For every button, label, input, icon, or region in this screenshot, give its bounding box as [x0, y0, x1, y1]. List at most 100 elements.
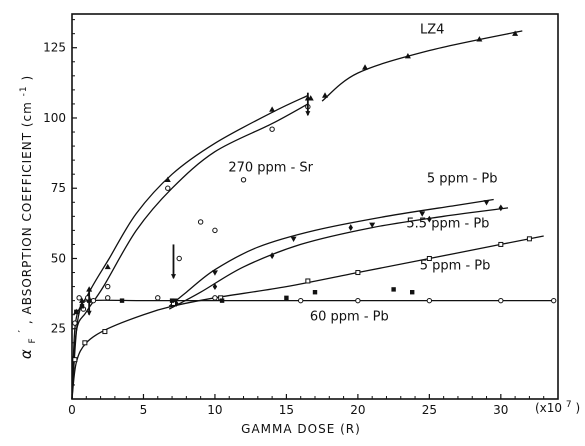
point-5-5-ppm-pb	[498, 204, 504, 212]
y-title-alpha: α	[17, 348, 35, 359]
x-axis-title: GAMMA DOSE (R)	[241, 422, 361, 436]
curve-5-ppm-pb	[168, 198, 494, 307]
arrow-head	[170, 274, 176, 280]
point-5-5-ppm-pb	[269, 252, 275, 260]
x-axis-multiplier: (x10 7 )	[535, 396, 580, 415]
series-points	[72, 30, 557, 363]
y-axis-title: α F ′ , ABSORPTION COEFFICIENT (cm -1 )	[15, 75, 38, 359]
series-label-lz4: LZ4	[420, 23, 444, 38]
y-title-prime: ′	[16, 329, 29, 333]
point-lz4	[476, 36, 483, 42]
point-5-ppm-pb-open-squares	[72, 357, 78, 363]
point-5-ppm-pb-open-squares	[526, 236, 532, 242]
point-270-ppm-sr-circles	[176, 255, 182, 262]
point-270-ppm-sr	[104, 263, 111, 270]
point-5-5-ppm-pb	[212, 283, 218, 290]
point-60-ppm-pb-open	[551, 297, 557, 304]
point-5-ppm-pb	[483, 200, 490, 206]
point-270-ppm-sr-circles	[72, 320, 78, 326]
point-5-ppm-pb	[419, 211, 426, 217]
y-title-exp: -1	[19, 85, 29, 96]
point-60-ppm-pb-open	[212, 295, 218, 301]
point-270-ppm-sr-circles	[269, 126, 275, 132]
x-multiplier-exp: 7	[566, 400, 572, 410]
x-tick-label: 10	[207, 403, 222, 417]
point-5-5-ppm-pb	[427, 215, 432, 223]
point-5-ppm-pb-open-squares	[82, 340, 88, 346]
plot-frame	[71, 13, 559, 400]
x-tick-label: 0	[68, 403, 76, 417]
point-270-ppm-sr-circles	[197, 219, 204, 225]
y-title-close: )	[20, 75, 34, 81]
point-60-ppm-pb	[410, 290, 415, 295]
point-270-ppm-sr	[79, 297, 86, 303]
point-270-ppm-sr-circles	[105, 283, 111, 290]
point-270-ppm-sr-circles	[212, 227, 218, 234]
point-60-ppm-pb-open	[426, 297, 433, 304]
x-tick-label: 30	[493, 403, 508, 417]
point-5-ppm-pb	[369, 222, 376, 228]
point-270-ppm-sr-circles	[90, 297, 97, 304]
curve-60-ppm-pb	[71, 299, 554, 400]
point-270-ppm-sr-circles	[240, 177, 247, 183]
point-60-ppm-pb	[169, 298, 175, 303]
point-60-ppm-pb-open	[105, 295, 111, 301]
annotation-arrows	[86, 92, 311, 316]
curve-5-5-ppm-pb	[168, 207, 509, 310]
point-5-5-ppm-pb	[348, 224, 353, 231]
y-title-text: , ABSORPTION COEFFICIENT (cm	[20, 101, 34, 324]
point-5-ppm-pb	[290, 236, 297, 243]
point-5-ppm-pb	[211, 270, 218, 276]
arrow-head	[305, 111, 311, 117]
series-label-270-ppm-sr: 270 ppm - Sr	[228, 160, 313, 175]
curve-lz4	[321, 30, 523, 102]
point-60-ppm-pb-open	[76, 295, 82, 301]
curve-270-ppm-sr	[71, 94, 309, 400]
point-270-ppm-sr	[269, 106, 276, 112]
arrow-head	[86, 310, 92, 316]
point-60-ppm-pb-open	[155, 295, 161, 301]
point-60-ppm-pb-open	[498, 297, 504, 304]
y-tick-label: 50	[51, 251, 66, 265]
point-5-ppm-pb-open-squares	[355, 270, 361, 276]
point-5-ppm-pb-open-squares	[102, 329, 108, 335]
y-tick-label: 125	[43, 41, 66, 55]
series-label-5-5-ppm-pb: 5.5 ppm - Pb	[406, 217, 489, 232]
point-270-ppm-sr	[86, 286, 93, 292]
x-tick-label: 5	[140, 403, 148, 417]
y-title-sub: F	[28, 337, 38, 343]
x-tick-label: 15	[279, 403, 294, 417]
point-5-ppm-pb-open-squares	[426, 255, 432, 261]
x-tick-label: 20	[350, 403, 365, 417]
axis-ticks: 0 5 10 15 20 25 30 25 50 75 100 125	[43, 19, 545, 417]
point-60-ppm-pb-open	[298, 297, 304, 304]
point-5-ppm-pb-open-squares	[305, 278, 311, 284]
point-5-ppm-pb-open-squares	[498, 241, 504, 247]
point-60-ppm-pb-open	[355, 297, 361, 304]
point-60-ppm-pb	[219, 298, 225, 303]
x-multiplier-base: (x10	[535, 401, 562, 415]
y-tick-label: 75	[51, 181, 66, 195]
x-multiplier-close: )	[575, 401, 580, 415]
x-tick-label: 25	[422, 403, 437, 417]
point-lz4	[322, 92, 329, 98]
point-lz4	[512, 30, 519, 36]
plot-area-border	[71, 13, 559, 400]
series-label-60-ppm-pb: 60 ppm - Pb	[310, 309, 389, 324]
point-60-ppm-pb	[284, 295, 289, 301]
y-tick-label: 100	[43, 111, 66, 125]
series-label-5-ppm-pb: 5 ppm - Pb	[427, 172, 498, 187]
point-270-ppm-sr	[164, 176, 171, 183]
curve-270-ppm-sr-circles	[71, 103, 309, 400]
point-60-ppm-pb	[119, 298, 125, 303]
point-60-ppm-pb	[74, 309, 79, 315]
series-label-5-ppm-pb: 5 ppm - Pb	[420, 259, 491, 274]
point-lz4	[404, 52, 411, 59]
point-60-ppm-pb	[79, 304, 85, 309]
point-60-ppm-pb	[312, 290, 318, 295]
series-curves	[71, 30, 554, 400]
point-60-ppm-pb	[391, 287, 396, 292]
point-lz4	[362, 64, 369, 70]
